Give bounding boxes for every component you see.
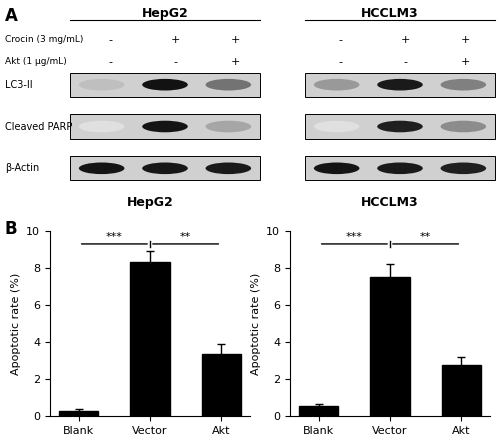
- Text: Akt (1 μg/mL): Akt (1 μg/mL): [5, 57, 67, 66]
- Text: ***: ***: [346, 232, 363, 242]
- Bar: [305, 156, 495, 180]
- Text: **: **: [420, 232, 432, 242]
- Bar: [70, 114, 260, 139]
- Ellipse shape: [377, 121, 423, 132]
- Title: HCCLM3: HCCLM3: [361, 196, 419, 209]
- Ellipse shape: [377, 79, 423, 91]
- Text: -: -: [403, 57, 407, 66]
- Ellipse shape: [314, 121, 360, 132]
- Text: +: +: [460, 57, 469, 66]
- Ellipse shape: [440, 162, 486, 174]
- Text: A: A: [5, 7, 18, 25]
- Ellipse shape: [377, 162, 423, 174]
- Bar: [299, 406, 339, 416]
- Text: +: +: [400, 35, 409, 44]
- Text: +: +: [460, 35, 469, 44]
- Text: B: B: [5, 220, 18, 238]
- Ellipse shape: [314, 162, 360, 174]
- Ellipse shape: [79, 121, 124, 132]
- Ellipse shape: [440, 79, 486, 91]
- Text: -: -: [338, 57, 342, 66]
- Ellipse shape: [206, 79, 251, 91]
- Text: **: **: [180, 232, 192, 242]
- Ellipse shape: [142, 121, 188, 132]
- Text: +: +: [230, 57, 239, 66]
- Text: +: +: [230, 35, 239, 44]
- Text: β-Actin: β-Actin: [5, 163, 39, 173]
- Y-axis label: Apoptotic rate (%): Apoptotic rate (%): [10, 272, 20, 374]
- Bar: [442, 365, 481, 416]
- Text: -: -: [173, 57, 177, 66]
- Bar: [70, 73, 260, 97]
- Text: HepG2: HepG2: [142, 7, 188, 20]
- Ellipse shape: [206, 121, 251, 132]
- Ellipse shape: [79, 79, 124, 91]
- Text: -: -: [108, 35, 112, 44]
- Ellipse shape: [142, 162, 188, 174]
- Text: Cleaved PARP: Cleaved PARP: [5, 121, 72, 132]
- Text: Crocin (3 mg/mL): Crocin (3 mg/mL): [5, 35, 84, 44]
- Text: +: +: [170, 35, 179, 44]
- Ellipse shape: [79, 162, 124, 174]
- Bar: [70, 156, 260, 180]
- Ellipse shape: [142, 79, 188, 91]
- Bar: [202, 354, 241, 416]
- Y-axis label: Apoptotic rate (%): Apoptotic rate (%): [250, 272, 260, 374]
- Ellipse shape: [440, 121, 486, 132]
- Bar: [59, 411, 98, 416]
- Bar: [370, 277, 410, 416]
- Text: -: -: [108, 57, 112, 66]
- Text: HCCLM3: HCCLM3: [361, 7, 419, 20]
- Ellipse shape: [314, 79, 360, 91]
- Bar: [305, 114, 495, 139]
- Text: -: -: [338, 35, 342, 44]
- Bar: [130, 262, 170, 416]
- Text: ***: ***: [106, 232, 123, 242]
- Bar: [305, 73, 495, 97]
- Text: LC3-II: LC3-II: [5, 80, 32, 90]
- Ellipse shape: [206, 162, 251, 174]
- Title: HepG2: HepG2: [126, 196, 174, 209]
